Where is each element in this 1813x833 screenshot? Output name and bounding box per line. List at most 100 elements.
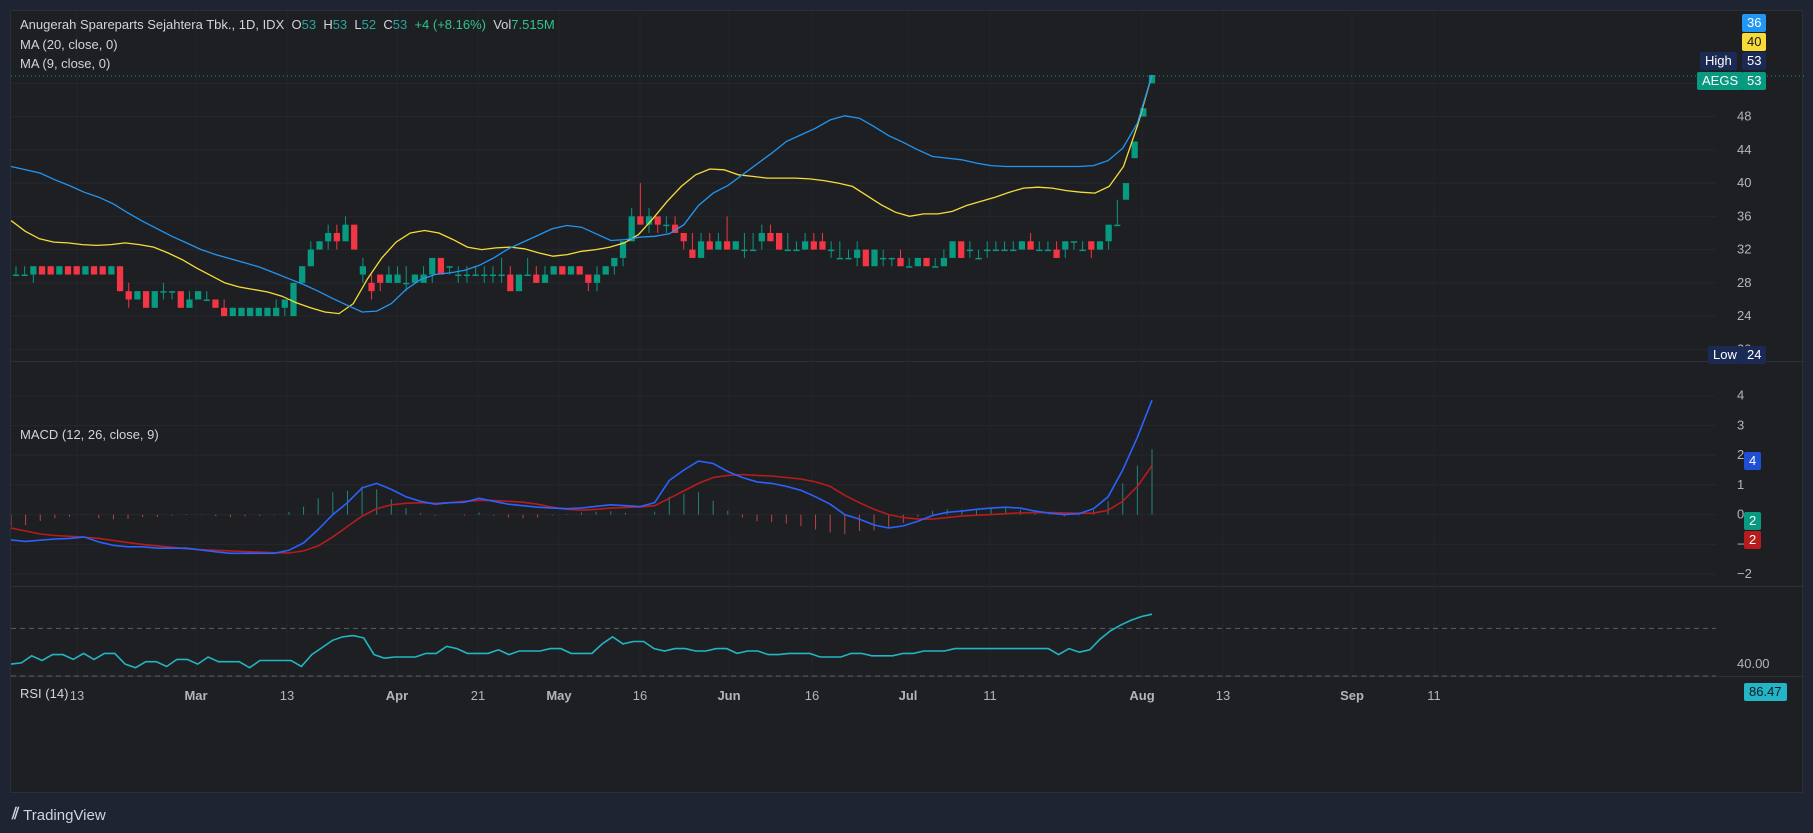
candle-body <box>897 257 904 267</box>
low-price-label: 24 <box>1742 346 1767 364</box>
candle-body <box>723 241 731 250</box>
candle-body <box>333 232 340 242</box>
candle-body <box>1044 249 1052 252</box>
candle-body <box>880 257 887 260</box>
ma20-legend[interactable]: MA (20, close, 0) <box>20 37 118 52</box>
candle-body <box>463 274 471 277</box>
candle-body <box>593 274 601 283</box>
price-tick-label: 28 <box>1737 275 1751 290</box>
macd-tick-label: 0 <box>1737 507 1744 522</box>
macd-tick-label: 3 <box>1737 417 1744 432</box>
candle-body <box>550 266 557 275</box>
candle-body <box>906 266 913 268</box>
ma9-legend[interactable]: MA (9, close, 0) <box>20 56 111 71</box>
price-tick-label: 40 <box>1737 175 1751 190</box>
candle-body <box>802 241 809 250</box>
candle-body <box>515 274 523 292</box>
candle-body <box>1001 249 1008 252</box>
candle-body <box>1088 241 1095 250</box>
candle-body <box>940 257 947 267</box>
rsi-legend[interactable]: RSI (14) <box>20 686 69 701</box>
candle-body <box>923 257 930 267</box>
candle-body <box>351 224 358 250</box>
time-tick-label: 13 <box>280 688 294 703</box>
candle-body <box>385 274 393 283</box>
macd-line <box>11 399 1153 555</box>
candle-body <box>73 266 80 275</box>
time-tick-label: 16 <box>805 688 819 703</box>
low-value: 52 <box>361 17 377 32</box>
candle-body <box>299 266 306 283</box>
candle-body <box>307 249 314 267</box>
tradingview-logo[interactable]: ⫽ TradingView <box>12 806 106 824</box>
candle-body <box>1010 249 1017 252</box>
candle-body <box>958 241 965 258</box>
candle-body <box>290 282 297 317</box>
candle-body <box>82 266 89 275</box>
candle-body <box>767 232 774 242</box>
candle-body <box>671 224 679 233</box>
candle-body <box>90 266 98 275</box>
chart-svg[interactable]: 20242832364044485213Mar13Apr21May16Jun16… <box>11 11 1804 794</box>
ticker-tag: AEGS <box>1697 72 1744 90</box>
candle-body <box>56 266 63 275</box>
candle-body <box>932 266 939 268</box>
time-tick-label: 13 <box>1216 688 1230 703</box>
candle-body <box>498 274 505 277</box>
candle-body <box>533 274 540 283</box>
candle-body <box>238 307 245 317</box>
candle-body <box>142 291 150 308</box>
time-tick-label: Sep <box>1340 688 1364 703</box>
candle-body <box>637 216 644 225</box>
candle-body <box>377 274 384 283</box>
rsi-tick-label: 40.00 <box>1737 656 1770 671</box>
time-tick-label: Jun <box>717 688 740 703</box>
low-tag: Low <box>1708 346 1742 364</box>
candle-body <box>221 307 228 317</box>
time-tick-label: Aug <box>1129 688 1154 703</box>
candle-body <box>125 291 132 300</box>
candle-body <box>1036 249 1043 252</box>
candle-body <box>38 266 46 275</box>
macd-tick-label: 4 <box>1737 388 1744 403</box>
candle-body <box>1062 241 1069 250</box>
candle-body <box>47 266 54 275</box>
candle-body <box>854 249 861 258</box>
volume-value: 7.515M <box>511 17 555 32</box>
candle-body <box>1131 141 1138 159</box>
candle-body <box>697 241 705 258</box>
candle-body <box>455 274 462 277</box>
macd-legend[interactable]: MACD (12, 26, close, 9) <box>20 427 159 442</box>
candle-body <box>828 249 835 252</box>
candle-body <box>403 282 410 285</box>
candle-body <box>212 299 219 308</box>
ma20-line <box>11 74 1153 313</box>
candle-body <box>411 274 419 283</box>
candle-body <box>481 274 488 277</box>
change-value: +4 (+8.16%) <box>414 17 486 32</box>
macd-value-label: 4 <box>1744 452 1762 470</box>
candle-body <box>862 249 869 267</box>
candle-body <box>992 249 1000 252</box>
symbol-legend: Anugerah Spareparts Sejahtera Tbk., 1D, … <box>20 17 555 32</box>
candle-body <box>559 266 566 275</box>
price-tick-label: 44 <box>1737 142 1751 157</box>
candle-body <box>316 241 323 250</box>
candle-body <box>489 274 497 277</box>
price-tick-label: 24 <box>1737 308 1751 323</box>
time-tick-label: 13 <box>70 688 84 703</box>
time-tick-label: May <box>546 688 572 703</box>
price-tick-label: 48 <box>1737 109 1751 124</box>
candle-body <box>1114 224 1121 227</box>
candle-body <box>1148 75 1156 84</box>
brand-name: TradingView <box>23 806 106 824</box>
time-tick-label: 11 <box>983 688 997 703</box>
candle-body <box>567 266 575 275</box>
symbol-title: Anugerah Spareparts Sejahtera Tbk., 1D, … <box>20 17 285 32</box>
candle-body <box>1053 249 1060 258</box>
high-price-label: 53 <box>1742 52 1767 70</box>
candle-body <box>628 216 635 242</box>
close-value: 53 <box>392 17 408 32</box>
candle-body <box>775 232 783 250</box>
candle-body <box>619 241 627 258</box>
